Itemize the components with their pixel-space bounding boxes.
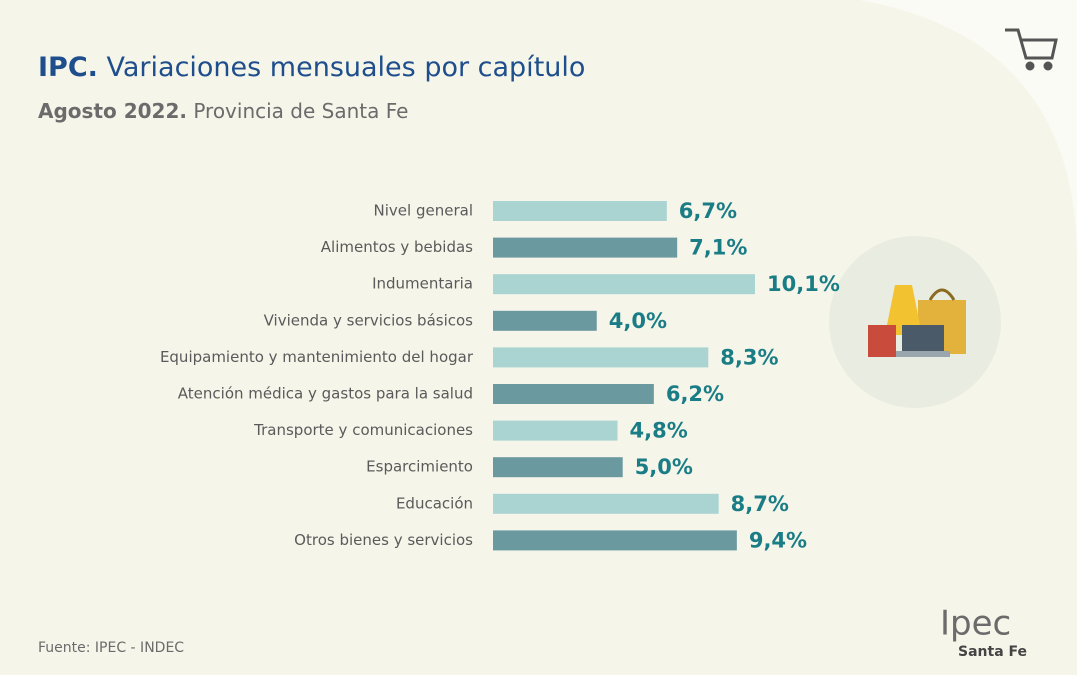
bar — [493, 457, 623, 478]
bar — [493, 310, 597, 331]
category-label: Nivel general — [374, 202, 473, 220]
value-label: 8,7% — [731, 492, 789, 516]
logo-name: Ipec — [940, 604, 1011, 644]
value-label: 6,7% — [679, 199, 737, 223]
bar — [493, 493, 719, 514]
category-label: Alimentos y bebidas — [321, 238, 473, 256]
bar — [493, 237, 678, 258]
bar — [493, 420, 618, 441]
chart-title: IPC. Variaciones mensuales por capítulo — [38, 52, 585, 83]
bar — [493, 384, 654, 404]
source: Fuente: IPEC - INDEC — [38, 640, 184, 656]
chart-subtitle: Agosto 2022. Provincia de Santa Fe — [38, 99, 408, 123]
category-label: Atención médica y gastos para la salud — [178, 385, 473, 403]
category-label: Indumentaria — [372, 275, 473, 293]
value-label: 4,0% — [609, 309, 667, 333]
value-label: 8,3% — [720, 345, 778, 369]
illustration — [829, 236, 1001, 408]
value-label: 10,1% — [767, 272, 840, 296]
subtitle-text: Provincia de Santa Fe — [193, 99, 408, 123]
cart-icon — [1005, 28, 1058, 71]
bar — [493, 530, 737, 551]
title-text: Variaciones mensuales por capítulo — [107, 52, 586, 83]
category-label: Educación — [396, 494, 473, 512]
title-prefix: IPC. — [38, 52, 98, 83]
value-label: 6,2% — [666, 382, 724, 406]
value-label: 7,1% — [689, 236, 747, 260]
subtitle-prefix: Agosto 2022. — [38, 99, 187, 123]
category-label: Transporte y comunicaciones — [253, 421, 473, 439]
category-label: Equipamiento y mantenimiento del hogar — [160, 348, 474, 366]
category-label: Vivienda y servicios básicos — [264, 311, 474, 329]
bar — [493, 347, 709, 368]
bar — [493, 201, 667, 221]
category-label: Otros bienes y servicios — [294, 531, 473, 549]
category-label: Esparcimiento — [366, 458, 473, 476]
value-label: 9,4% — [749, 528, 807, 552]
logo-region: Santa Fe — [958, 644, 1027, 660]
corner-shape — [860, 0, 1077, 260]
value-label: 5,0% — [635, 455, 693, 479]
bar — [493, 274, 755, 295]
value-label: 4,8% — [630, 419, 688, 443]
